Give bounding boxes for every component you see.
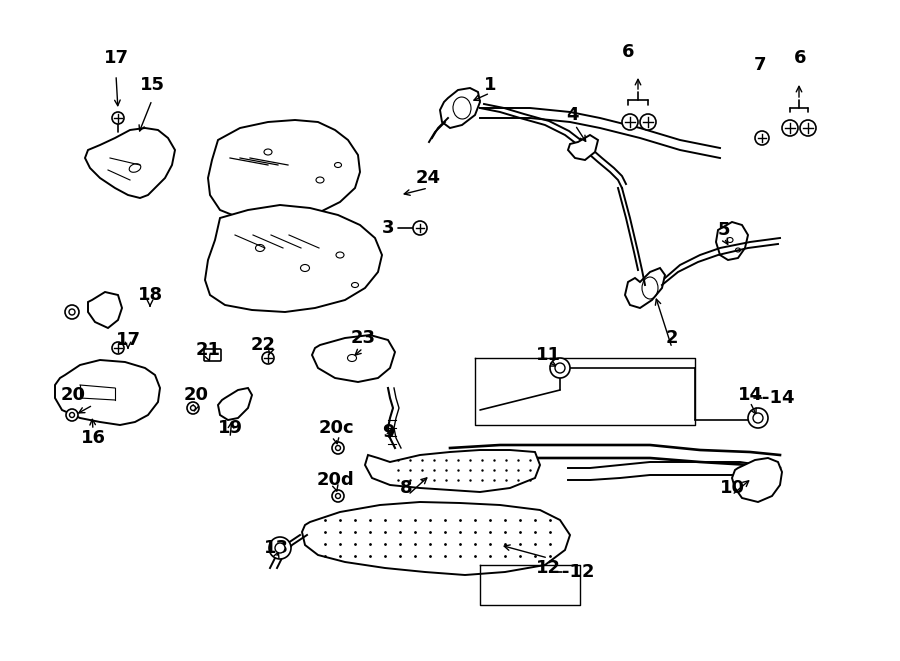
- Circle shape: [332, 442, 344, 454]
- Text: -14: -14: [762, 389, 795, 407]
- Text: -12: -12: [562, 563, 595, 581]
- Circle shape: [269, 537, 291, 559]
- Polygon shape: [88, 292, 122, 328]
- Circle shape: [262, 352, 274, 364]
- Circle shape: [753, 413, 763, 423]
- Text: 9: 9: [382, 423, 394, 441]
- Circle shape: [69, 412, 75, 418]
- Polygon shape: [440, 88, 480, 128]
- Circle shape: [187, 402, 199, 414]
- Text: 18: 18: [138, 286, 163, 304]
- Polygon shape: [218, 388, 252, 420]
- Text: 8: 8: [400, 479, 412, 497]
- Text: 14: 14: [737, 386, 762, 404]
- Polygon shape: [365, 450, 540, 492]
- Circle shape: [112, 112, 124, 124]
- Circle shape: [413, 221, 427, 235]
- Text: 3: 3: [382, 219, 394, 237]
- Text: 11: 11: [536, 346, 561, 364]
- Text: 2: 2: [666, 329, 679, 347]
- Polygon shape: [205, 205, 382, 312]
- Text: 19: 19: [218, 419, 242, 437]
- Polygon shape: [85, 128, 175, 198]
- Text: 23: 23: [350, 329, 375, 347]
- Text: 24: 24: [416, 169, 440, 187]
- Text: 4: 4: [566, 106, 578, 124]
- Polygon shape: [625, 268, 665, 308]
- Polygon shape: [208, 120, 360, 220]
- Circle shape: [336, 494, 340, 498]
- Polygon shape: [716, 222, 748, 260]
- Text: 17: 17: [104, 49, 129, 67]
- Text: 22: 22: [250, 336, 275, 354]
- Circle shape: [755, 131, 769, 145]
- Circle shape: [640, 114, 656, 130]
- Text: 16: 16: [80, 429, 105, 447]
- Text: 5: 5: [718, 221, 730, 239]
- Circle shape: [191, 405, 195, 410]
- Circle shape: [748, 408, 768, 428]
- Text: 17: 17: [115, 331, 140, 349]
- Text: 6: 6: [622, 43, 634, 61]
- Circle shape: [275, 543, 285, 553]
- Circle shape: [800, 120, 816, 136]
- Polygon shape: [568, 135, 598, 160]
- Polygon shape: [732, 458, 782, 502]
- Text: 12: 12: [536, 559, 561, 577]
- Text: 20: 20: [60, 386, 86, 404]
- Polygon shape: [312, 335, 395, 382]
- Text: 20c: 20c: [319, 419, 354, 437]
- Text: 20: 20: [184, 386, 209, 404]
- Circle shape: [550, 358, 570, 378]
- Text: 15: 15: [140, 76, 165, 94]
- Circle shape: [112, 342, 124, 354]
- Polygon shape: [302, 502, 570, 575]
- Polygon shape: [55, 360, 160, 425]
- Circle shape: [69, 309, 75, 315]
- Circle shape: [782, 120, 798, 136]
- Text: 7: 7: [754, 56, 766, 74]
- Circle shape: [65, 305, 79, 319]
- Circle shape: [66, 409, 78, 421]
- Text: 20d: 20d: [317, 471, 355, 489]
- Text: 13: 13: [264, 539, 289, 557]
- Text: 1: 1: [484, 76, 496, 94]
- Circle shape: [332, 490, 344, 502]
- Text: 10: 10: [719, 479, 744, 497]
- Circle shape: [336, 446, 340, 451]
- Circle shape: [555, 363, 565, 373]
- Text: 21: 21: [195, 341, 220, 359]
- Circle shape: [622, 114, 638, 130]
- Text: 6: 6: [794, 49, 806, 67]
